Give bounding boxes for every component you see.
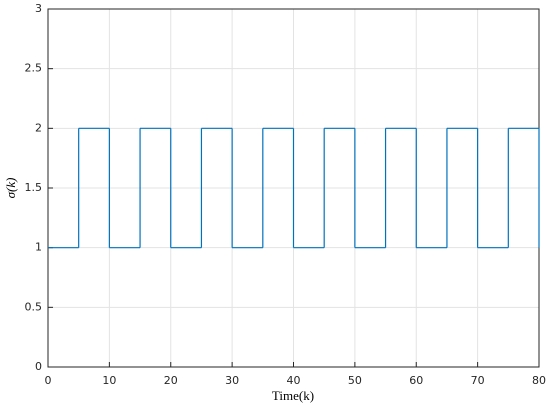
x-tick-label: 20	[164, 374, 178, 387]
y-tick-label: 1	[35, 241, 42, 254]
x-tick-label: 0	[45, 374, 52, 387]
y-tick-label: 2.5	[25, 62, 43, 75]
x-tick-label: 30	[225, 374, 239, 387]
x-tick-label: 50	[348, 374, 362, 387]
y-tick-label: 3	[35, 2, 42, 15]
x-tick-label: 70	[471, 374, 485, 387]
y-tick-label: 0	[35, 360, 42, 373]
y-tick-label: 1.5	[25, 181, 43, 194]
y-tick-label: 2	[35, 121, 42, 134]
x-tick-label: 80	[532, 374, 546, 387]
x-tick-label: 10	[102, 374, 116, 387]
y-tick-label: 0.5	[25, 300, 43, 313]
y-axis-label: σ(k)	[3, 178, 18, 199]
x-tick-label: 60	[409, 374, 423, 387]
x-tick-label: 40	[287, 374, 301, 387]
x-axis-label: Time(k)	[272, 388, 314, 403]
